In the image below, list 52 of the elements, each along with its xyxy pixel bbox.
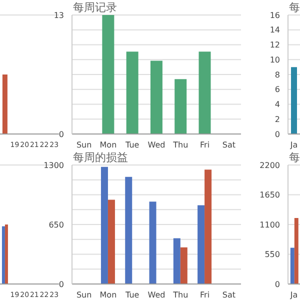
- bar: [108, 200, 115, 284]
- y-tick-label: 16: [270, 10, 280, 20]
- x-tick-label: Tue: [124, 140, 140, 150]
- bar: [150, 60, 162, 134]
- x-tick-label: Mon: [100, 140, 117, 150]
- y-tick-label: 13: [54, 10, 64, 20]
- y-tick-label: 2: [274, 114, 280, 124]
- y-tick-label: 2200: [260, 160, 280, 170]
- y-tick-label: 1100: [260, 220, 280, 230]
- y-tick-label: 1300: [44, 160, 64, 170]
- x-tick-label: Fri: [200, 290, 210, 300]
- chart-title: 每: [289, 0, 300, 15]
- bar: [174, 79, 187, 134]
- y-tick-label: 8: [274, 70, 280, 80]
- y-tick-label: 14: [270, 26, 280, 35]
- chart-title: 每周的损益: [73, 150, 128, 165]
- chart-title: 每: [289, 150, 300, 165]
- bar: [204, 170, 212, 284]
- bar: [198, 52, 211, 134]
- x-tick-label: Sun: [76, 290, 92, 300]
- x-tick-label: Sat: [222, 140, 236, 150]
- y-tick-label: 0: [58, 130, 64, 139]
- chart-title: 每周记录: [73, 0, 117, 15]
- x-tick-label: Thu: [172, 290, 188, 300]
- x-tick-label: Sun: [76, 140, 92, 150]
- y-tick-label: 0: [58, 280, 64, 289]
- y-tick-label: 550: [264, 250, 280, 260]
- bar: [149, 202, 156, 284]
- x-tick-label: Fri: [200, 140, 210, 150]
- y-tick-label: 6: [274, 85, 280, 94]
- bar: [180, 247, 188, 284]
- bar: [126, 52, 138, 134]
- x-tick-label: Wed: [148, 290, 166, 300]
- bar: [125, 176, 132, 284]
- y-tick-label: 12: [270, 40, 280, 50]
- x-tick-label: Sat: [222, 290, 236, 300]
- bar: [198, 205, 205, 284]
- y-tick-label: 10: [270, 55, 280, 64]
- x-tick-label: Mon: [100, 290, 117, 300]
- x-tick-label: Thu: [172, 140, 188, 150]
- x-tick-label: Ja: [289, 140, 298, 150]
- bar: [102, 15, 114, 134]
- bar: [173, 238, 180, 284]
- bar: [100, 166, 108, 284]
- y-tick-label: 0: [274, 130, 280, 139]
- x-tick-label: Ja: [289, 290, 298, 300]
- y-tick-label: 4: [274, 100, 280, 110]
- y-tick-label: 0: [274, 280, 280, 289]
- y-tick-label: 650: [48, 220, 64, 230]
- x-tick-label: Wed: [148, 140, 166, 150]
- y-tick-label: 1650: [260, 190, 280, 200]
- x-tick-label: Tue: [124, 290, 140, 300]
